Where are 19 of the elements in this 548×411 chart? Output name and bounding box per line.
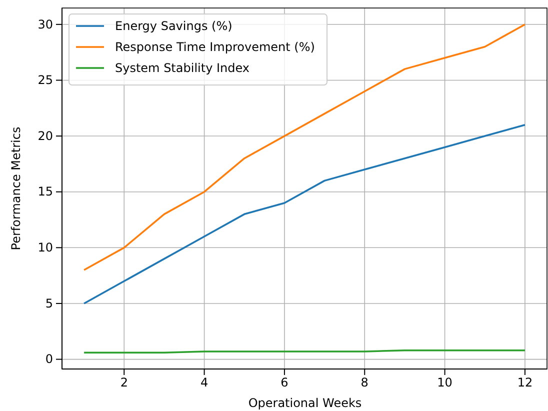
legend-label: Energy Savings (%) (115, 19, 232, 33)
y-tick-label: 0 (45, 352, 53, 366)
y-tick-label: 30 (38, 17, 53, 32)
x-tick-label: 10 (437, 376, 452, 390)
y-tick-label: 25 (38, 73, 53, 88)
y-tick-label: 10 (38, 240, 53, 254)
line-series (83, 124, 526, 304)
y-tick-label: 15 (38, 184, 53, 199)
x-tick-label: 12 (517, 376, 533, 390)
y-tick-label: 5 (45, 296, 53, 310)
x-tick-label: 8 (360, 376, 368, 390)
x-axis-title: Operational Weeks (248, 396, 362, 410)
legend-label: System Stability Index (115, 61, 250, 75)
x-tick-label: 6 (280, 376, 288, 390)
x-tick-label: 4 (200, 376, 208, 390)
y-tick-label: 20 (38, 128, 53, 143)
y-axis-title: Performance Metrics (9, 126, 23, 250)
x-tick-label: 2 (120, 376, 128, 390)
legend-label: Response Time Improvement (%) (115, 40, 315, 54)
